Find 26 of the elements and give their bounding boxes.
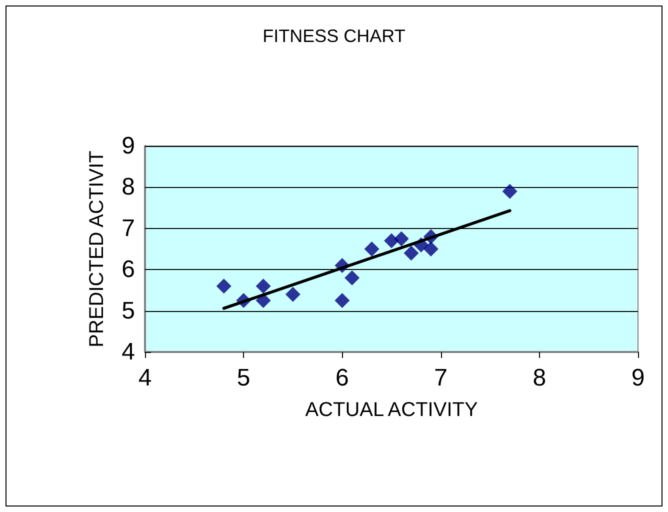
y-tick-label: 6 xyxy=(122,256,135,284)
y-tick-label: 9 xyxy=(122,132,135,160)
x-tick-label: 9 xyxy=(631,364,645,392)
point xyxy=(285,286,300,302)
point xyxy=(256,278,271,294)
point xyxy=(384,233,399,248)
x-tick-label: 5 xyxy=(236,364,250,392)
x-tick-label: 7 xyxy=(434,364,448,392)
point xyxy=(394,231,409,246)
point xyxy=(404,246,419,261)
x-tick-label: 6 xyxy=(336,364,349,392)
x-tick-label: 8 xyxy=(532,364,546,392)
y-axis-title: PREDICTED ACTIVIT xyxy=(86,150,108,348)
chart-title: FITNESS CHART xyxy=(262,26,406,46)
point xyxy=(423,242,438,256)
y-tick-label: 7 xyxy=(122,214,135,242)
x-tick-label: 4 xyxy=(138,364,152,392)
point xyxy=(502,184,518,199)
point xyxy=(334,293,350,308)
point xyxy=(216,278,232,294)
y-tick-label: 5 xyxy=(122,297,135,324)
y-tick-label: 8 xyxy=(122,174,135,201)
y-tick-label: 4 xyxy=(122,338,135,366)
point xyxy=(364,242,380,256)
point xyxy=(344,270,360,286)
x-axis-title: ACTUAL ACTIVITY xyxy=(305,399,478,421)
